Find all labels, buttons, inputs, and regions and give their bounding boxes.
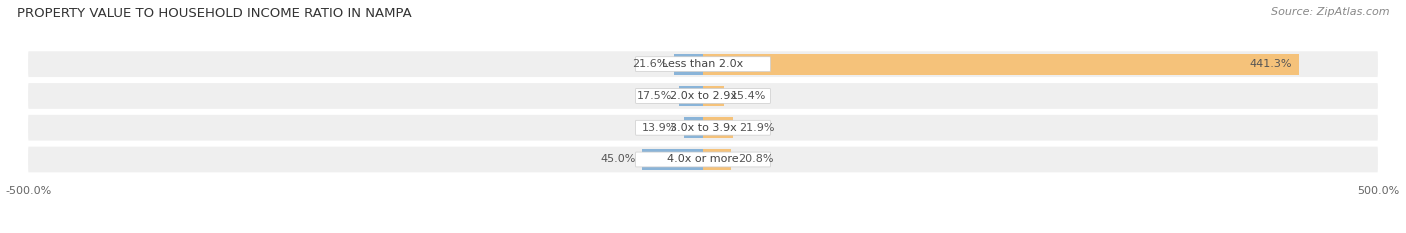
Bar	[703, 117, 733, 138]
Bar	[685, 117, 703, 138]
FancyBboxPatch shape	[636, 152, 770, 167]
Text: 4.0x or more: 4.0x or more	[668, 154, 738, 164]
FancyBboxPatch shape	[636, 120, 770, 135]
Text: 13.9%: 13.9%	[643, 123, 678, 133]
Text: 441.3%: 441.3%	[1250, 59, 1292, 69]
Text: 21.6%: 21.6%	[631, 59, 666, 69]
Text: 20.8%: 20.8%	[738, 154, 773, 164]
Bar	[703, 149, 731, 170]
Text: 45.0%: 45.0%	[600, 154, 636, 164]
Bar	[679, 86, 703, 106]
Bar	[703, 86, 724, 106]
Text: 3.0x to 3.9x: 3.0x to 3.9x	[669, 123, 737, 133]
Text: 17.5%: 17.5%	[637, 91, 672, 101]
FancyBboxPatch shape	[28, 83, 1378, 109]
Text: PROPERTY VALUE TO HOUSEHOLD INCOME RATIO IN NAMPA: PROPERTY VALUE TO HOUSEHOLD INCOME RATIO…	[17, 7, 412, 20]
FancyBboxPatch shape	[28, 51, 1378, 77]
Bar	[673, 54, 703, 75]
Bar	[643, 149, 703, 170]
FancyBboxPatch shape	[28, 115, 1378, 140]
Text: 21.9%: 21.9%	[740, 123, 775, 133]
FancyBboxPatch shape	[636, 89, 770, 103]
FancyBboxPatch shape	[636, 57, 770, 72]
Text: 2.0x to 2.9x: 2.0x to 2.9x	[669, 91, 737, 101]
Legend: Without Mortgage, With Mortgage: Without Mortgage, With Mortgage	[583, 230, 823, 233]
FancyBboxPatch shape	[28, 147, 1378, 172]
Text: 15.4%: 15.4%	[731, 91, 766, 101]
Text: Source: ZipAtlas.com: Source: ZipAtlas.com	[1271, 7, 1389, 17]
Bar	[703, 54, 1299, 75]
Text: Less than 2.0x: Less than 2.0x	[662, 59, 744, 69]
